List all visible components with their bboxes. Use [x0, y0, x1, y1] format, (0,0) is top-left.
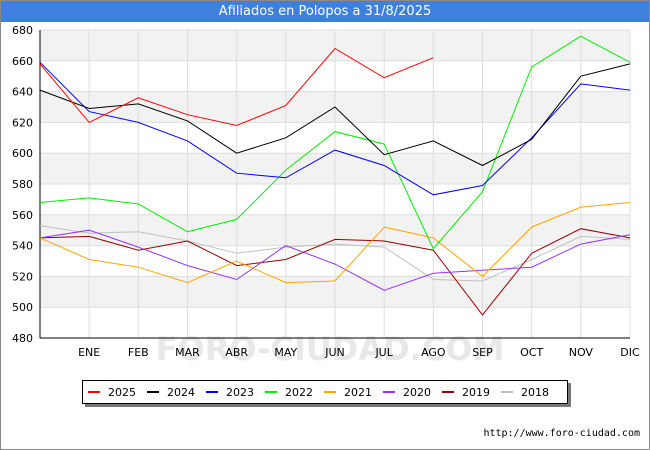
series-lines — [39, 35, 631, 316]
y-tick-label: 680 — [12, 24, 33, 37]
y-tick-label: 640 — [12, 86, 33, 99]
series-line-2021 — [39, 202, 631, 284]
y-tick-label: 620 — [12, 116, 33, 129]
y-tick-label: 520 — [12, 270, 33, 283]
x-tick-label: MAR — [175, 346, 200, 359]
series-line-2018 — [39, 225, 631, 282]
series-line-2025 — [39, 47, 434, 127]
source-url: http://www.foro-ciudad.com — [483, 428, 640, 439]
chart-title: Afiliados en Polopos a 31/8/2025 — [1, 1, 649, 22]
series-line-2023 — [39, 61, 631, 196]
x-tick-label: SEP — [472, 346, 493, 359]
x-tick-label: JUL — [374, 346, 393, 359]
x-tick-label: DIC — [620, 346, 640, 359]
y-tick-label: 580 — [12, 178, 33, 191]
y-tick-label: 500 — [12, 301, 33, 314]
series-line-2022 — [39, 35, 631, 250]
series-line-2024 — [39, 63, 631, 167]
x-tick-label: MAY — [274, 346, 297, 359]
x-tick-label: FEB — [128, 346, 149, 359]
watermark: FORO-CIUDAD.COM — [156, 330, 505, 368]
y-tick-label: 660 — [12, 55, 33, 68]
y-tick-label: 480 — [12, 332, 33, 345]
grid-lines — [39, 29, 631, 339]
x-tick-label: NOV — [569, 346, 594, 359]
legend — [82, 380, 568, 404]
x-tick-label: OCT — [520, 346, 543, 359]
x-tick-label: AGO — [421, 346, 446, 359]
series-line-2019 — [39, 228, 631, 316]
y-tick-label: 540 — [12, 240, 33, 253]
x-tick-label: JUN — [324, 346, 345, 359]
x-tick-label: ABR — [225, 346, 248, 359]
y-tick-label: 560 — [12, 209, 33, 222]
y-tick-label: 600 — [12, 147, 33, 160]
axes — [39, 30, 630, 339]
tick-labels: 480 500 520 540 560 580 600 620 640 660 680 ENE FEB M… — [12, 24, 640, 359]
series-line-2020 — [39, 229, 631, 291]
x-tick-label: ENE — [78, 346, 100, 359]
